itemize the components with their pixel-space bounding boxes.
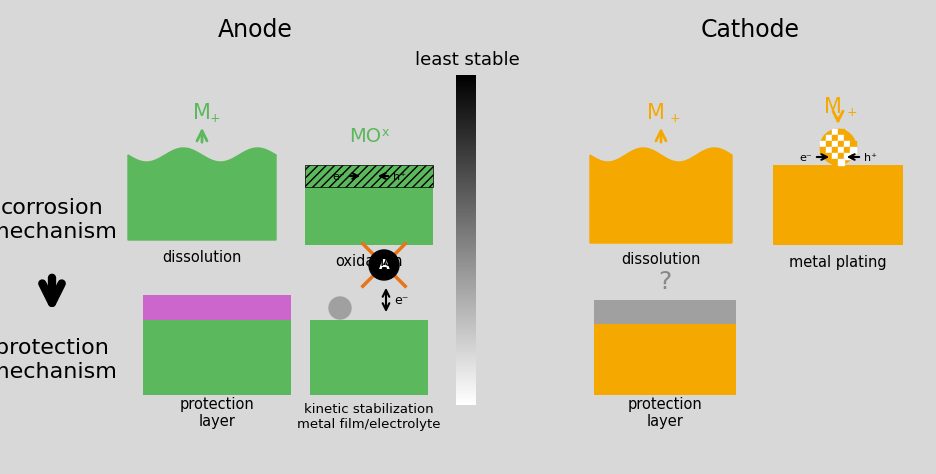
Text: x: x [381,127,388,139]
Text: protection
mechanism: protection mechanism [0,338,116,382]
Text: protection
layer: protection layer [180,397,255,429]
Bar [832,153,838,159]
Bar [305,165,433,187]
Text: corrosion
mechanism: corrosion mechanism [0,199,116,242]
Text: M: M [824,97,842,117]
Text: oxidation: oxidation [335,255,402,270]
Bar [838,129,844,135]
Text: least stable: least stable [415,51,519,69]
Text: metal plating: metal plating [789,255,886,270]
Bar [143,295,291,395]
Text: dissolution: dissolution [162,249,241,264]
Bar [844,153,850,159]
Bar [832,159,838,165]
Bar [826,147,832,153]
Text: e⁻: e⁻ [799,153,812,163]
Polygon shape [590,148,732,243]
Text: M: M [193,103,211,123]
Text: protection
layer: protection layer [628,397,702,429]
Bar [844,147,850,153]
Bar [773,165,903,245]
Bar [310,320,428,395]
Bar [826,141,832,147]
Text: ?: ? [658,270,672,294]
Text: dissolution: dissolution [622,253,701,267]
Text: Anode: Anode [217,18,292,42]
Bar [305,185,433,245]
Circle shape [369,250,399,280]
Bar [820,147,826,153]
Bar [832,141,838,147]
Bar [826,153,832,159]
Text: Cathode: Cathode [700,18,799,42]
Polygon shape [128,148,276,240]
Bar [832,147,838,153]
Text: e⁻: e⁻ [332,172,345,182]
Text: M: M [647,103,665,123]
Bar [594,322,736,395]
Bar [838,153,844,159]
Text: +: + [847,106,857,118]
Bar [838,141,844,147]
Text: +: + [670,111,680,125]
Bar [850,141,856,147]
Bar [844,135,850,141]
Circle shape [329,297,351,319]
Text: kinetic stabilization
metal film/electrolyte: kinetic stabilization metal film/electro… [298,403,441,431]
Bar [844,141,850,147]
Text: +: + [210,111,221,125]
Text: h⁺: h⁺ [393,172,406,182]
Bar [143,295,291,320]
Text: h⁺: h⁺ [864,153,877,163]
Bar [832,129,838,135]
Bar [838,135,844,141]
Bar [838,147,844,153]
Text: A: A [379,258,389,272]
Circle shape [820,129,856,165]
Text: e⁻: e⁻ [394,293,408,307]
Bar [820,141,826,147]
Bar [594,300,736,324]
Bar [850,147,856,153]
Text: MO: MO [349,128,381,146]
Bar [832,135,838,141]
Bar [838,159,844,165]
Bar [826,135,832,141]
